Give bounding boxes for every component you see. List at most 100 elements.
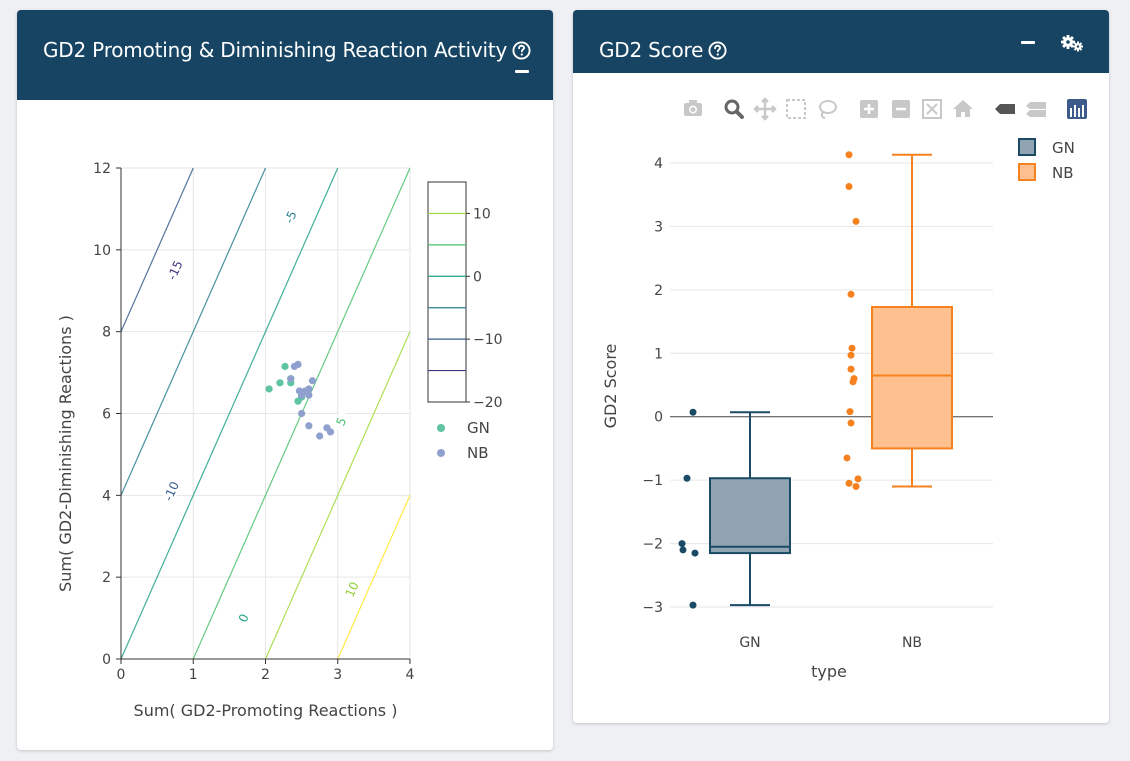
nb-point xyxy=(305,422,313,430)
nb-point xyxy=(847,419,855,427)
nb-point xyxy=(852,217,860,225)
x-axis-label: Sum( GD2-Promoting Reactions ) xyxy=(134,701,398,720)
y-tick-label: 0 xyxy=(102,652,111,668)
nb-point xyxy=(847,351,855,359)
y-tick-label: −3 xyxy=(642,600,663,616)
gn-point xyxy=(265,385,273,393)
nb-point xyxy=(308,377,317,385)
y-tick-label: 1 xyxy=(654,346,663,362)
contour-label: 10 xyxy=(343,580,362,600)
nb-point xyxy=(843,454,851,462)
y-tick-label: −2 xyxy=(642,537,663,553)
contour-label-bg xyxy=(343,578,362,601)
x-tick-label: 4 xyxy=(406,667,415,683)
nb-point xyxy=(298,409,306,418)
zoom-icon[interactable] xyxy=(724,99,744,119)
nb-point xyxy=(845,479,853,487)
score-panel-header: GD2 Score xyxy=(573,10,1109,73)
question-circle-icon[interactable] xyxy=(708,40,727,60)
legend-nb-swatch xyxy=(1018,163,1036,181)
nb-point xyxy=(854,475,862,483)
nb-point xyxy=(846,408,854,416)
y-tick-label: 12 xyxy=(93,161,111,177)
lasso-select-icon[interactable] xyxy=(819,100,837,119)
nb-point xyxy=(845,182,853,190)
activity-panel: GD2 Promoting & Diminishing Reaction Act… xyxy=(17,10,553,750)
plotly-logo-icon[interactable] xyxy=(1067,99,1087,119)
y-tick-label: 0 xyxy=(654,410,663,426)
question-circle-icon[interactable] xyxy=(512,40,531,60)
contour-label-bg xyxy=(281,206,300,228)
gn-point xyxy=(689,408,697,416)
legend-nb-label[interactable]: NB xyxy=(467,444,489,462)
contour-line xyxy=(337,493,410,659)
contour-label: -15 xyxy=(165,258,186,282)
gn-point xyxy=(691,549,699,557)
gears-icon xyxy=(1061,35,1083,52)
box-chart: −3 −2 −1 0 1 2 3 4 type GD2 Score GN NB GN NB xyxy=(601,97,1087,681)
legend-nb-label[interactable]: NB xyxy=(1052,164,1074,182)
nb-point xyxy=(847,365,855,373)
legend-gn-label[interactable]: GN xyxy=(1052,139,1075,157)
reset-axes-icon[interactable] xyxy=(953,100,973,117)
nb-point xyxy=(845,151,853,159)
x-tick-label: 1 xyxy=(189,667,198,683)
y-tick-label: 4 xyxy=(102,488,111,504)
contour-label: -5 xyxy=(282,209,300,226)
legend-gn-label[interactable]: GN xyxy=(467,419,490,437)
activity-panel-title: GD2 Promoting & Diminishing Reaction Act… xyxy=(43,38,508,62)
y-axis-label: GD2 Score xyxy=(601,344,620,429)
y-tick-label: 2 xyxy=(654,283,663,299)
y-tick-label: 8 xyxy=(102,325,111,341)
collapse-score-button[interactable] xyxy=(1019,39,1037,46)
y-tick-label: 3 xyxy=(654,219,663,235)
nb-point xyxy=(849,378,857,386)
colorbar xyxy=(427,181,467,403)
contour-line xyxy=(121,168,339,659)
nb-point xyxy=(287,375,295,383)
nb-box[interactable] xyxy=(871,153,953,488)
nb-point xyxy=(852,482,860,490)
zoom-in-icon[interactable] xyxy=(860,100,878,118)
gn-point xyxy=(689,601,697,609)
modebar xyxy=(684,97,1087,121)
gn-point xyxy=(678,540,686,548)
colorbar-tick-label: −10 xyxy=(473,332,503,348)
minus-icon xyxy=(515,70,529,73)
collapse-activity-button[interactable] xyxy=(513,68,531,75)
autoscale-icon[interactable] xyxy=(922,99,942,119)
contour-label-bg xyxy=(234,607,253,629)
box-select-icon[interactable] xyxy=(786,99,806,119)
y-tick-label: 4 xyxy=(654,156,663,172)
gn-box[interactable] xyxy=(709,411,791,607)
contour-line xyxy=(264,330,410,659)
x-tick-label: 2 xyxy=(261,667,270,683)
y-tick-label: 10 xyxy=(93,243,111,259)
box-body xyxy=(709,477,791,555)
hover-closest-icon[interactable] xyxy=(995,104,1015,114)
nb-point xyxy=(326,428,335,436)
y-axis-label: Sum( GD2-Diminishing Reactions ) xyxy=(56,315,75,592)
colorbar-tick-label: 0 xyxy=(473,269,482,285)
legend-nb-marker xyxy=(437,449,445,457)
y-tick-label: 2 xyxy=(102,570,111,586)
zoom-out-icon[interactable] xyxy=(892,100,910,118)
score-panel-title: GD2 Score xyxy=(599,38,704,62)
pan-icon[interactable] xyxy=(753,97,777,121)
hover-compare-icon[interactable] xyxy=(1026,102,1046,117)
contour-line xyxy=(17,168,49,659)
y-tick-label: −1 xyxy=(642,473,663,489)
nb-point xyxy=(316,432,324,440)
gn-point xyxy=(276,379,284,387)
gn-point xyxy=(683,474,691,482)
activity-panel-title-wrap: GD2 Promoting & Diminishing Reaction Act… xyxy=(43,38,531,62)
gn-point xyxy=(679,546,687,554)
contour-label: -10 xyxy=(161,479,182,503)
legend-gn-marker xyxy=(437,424,445,432)
nb-point xyxy=(294,360,302,368)
camera-icon[interactable] xyxy=(684,100,702,116)
contour-line xyxy=(121,168,194,334)
settings-button[interactable] xyxy=(1059,32,1085,58)
score-panel: GD2 Score xyxy=(573,10,1109,723)
